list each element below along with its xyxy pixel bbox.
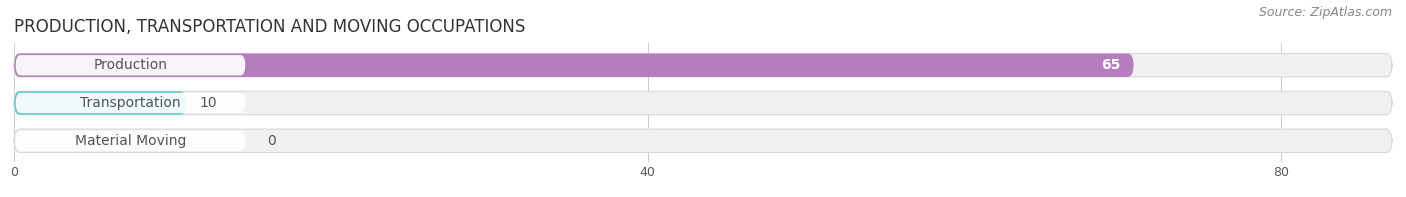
Text: 65: 65 [1101, 58, 1121, 72]
Text: Transportation: Transportation [80, 96, 181, 110]
FancyBboxPatch shape [14, 54, 1392, 77]
Text: 10: 10 [200, 96, 217, 110]
Text: PRODUCTION, TRANSPORTATION AND MOVING OCCUPATIONS: PRODUCTION, TRANSPORTATION AND MOVING OC… [14, 18, 526, 36]
Text: Material Moving: Material Moving [75, 134, 186, 148]
FancyBboxPatch shape [15, 93, 245, 113]
FancyBboxPatch shape [14, 54, 1133, 77]
FancyBboxPatch shape [15, 131, 245, 151]
Text: Production: Production [93, 58, 167, 72]
FancyBboxPatch shape [14, 91, 186, 115]
FancyBboxPatch shape [14, 91, 1392, 115]
Text: 0: 0 [267, 134, 276, 148]
FancyBboxPatch shape [15, 55, 245, 75]
Text: Source: ZipAtlas.com: Source: ZipAtlas.com [1258, 6, 1392, 19]
FancyBboxPatch shape [14, 129, 1392, 152]
